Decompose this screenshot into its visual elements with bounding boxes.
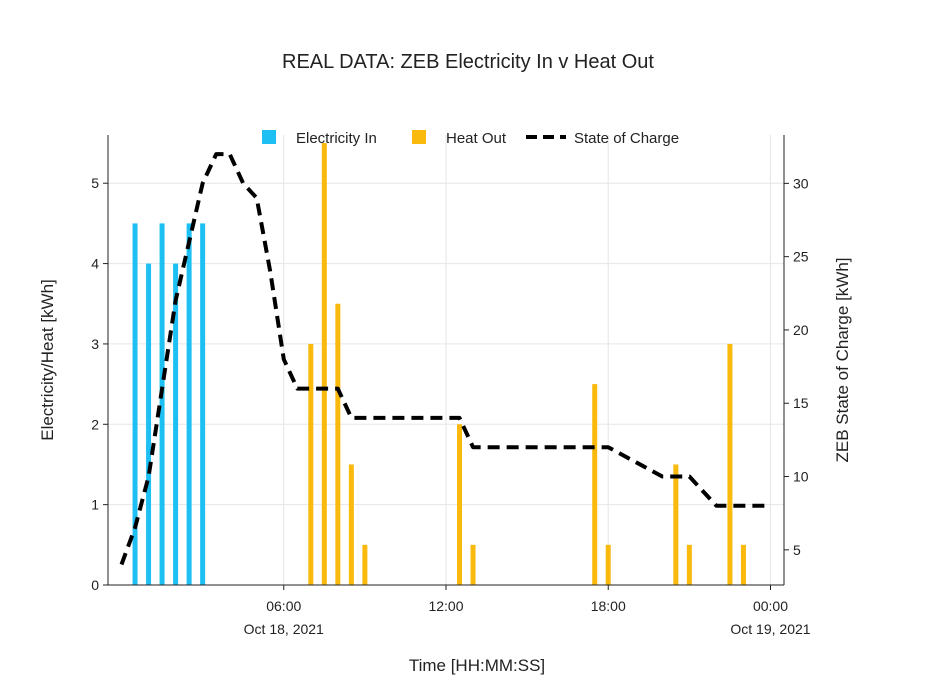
bar: [132, 223, 138, 585]
bar: [592, 384, 598, 585]
x-tick-label: 18:00: [591, 598, 626, 614]
legend-item: Electricity In: [262, 130, 377, 147]
chart-title: REAL DATA: ZEB Electricity In v Heat Out: [282, 51, 654, 73]
legend-swatch: [262, 130, 276, 144]
heat-out-bars: [308, 143, 746, 586]
x-axis-label: Time [HH:MM:SS]: [409, 656, 545, 675]
legend-item: Heat Out: [412, 130, 507, 147]
x-tick-date-label: Oct 18, 2021: [244, 621, 324, 637]
bar: [605, 544, 611, 585]
bar: [348, 464, 354, 585]
x-tick-label: 12:00: [428, 598, 463, 614]
y2-axis-label: ZEB State of Charge [kWh]: [833, 257, 852, 462]
x-tick-date-label: Oct 19, 2021: [730, 621, 810, 637]
bar: [159, 223, 165, 585]
bar: [673, 464, 679, 585]
electricity-in-bars: [132, 223, 206, 585]
bar: [457, 424, 463, 585]
bar: [362, 544, 368, 585]
bar: [321, 143, 327, 586]
grid-lines: [108, 135, 784, 586]
x-tick-label: 00:00: [753, 598, 788, 614]
y2-tick-label: 15: [793, 395, 809, 411]
bar: [727, 343, 733, 585]
left-axis-ticks: 0 1 2 3 4 5: [91, 175, 108, 593]
y-tick-label: 1: [91, 497, 99, 513]
y-tick-label: 3: [91, 336, 99, 352]
y2-tick-label: 30: [793, 175, 809, 191]
y2-tick-label: 5: [793, 542, 801, 558]
y2-tick-label: 25: [793, 249, 809, 265]
y-axis-label: Electricity/Heat [kWh]: [38, 279, 57, 441]
y2-tick-label: 10: [793, 469, 809, 485]
legend: Electricity In Heat Out State of Charge: [262, 130, 679, 147]
x-tick-label: 06:00: [266, 598, 301, 614]
y-tick-label: 4: [91, 256, 99, 272]
bar: [173, 263, 179, 585]
legend-label: State of Charge: [574, 130, 679, 147]
state-of-charge-line-group: [119, 152, 771, 566]
legend-swatch: [412, 130, 426, 144]
legend-item: State of Charge: [526, 130, 679, 147]
bar: [686, 544, 692, 585]
y2-tick-label: 20: [793, 322, 809, 338]
legend-label: Heat Out: [446, 130, 507, 147]
legend-label: Electricity In: [296, 130, 377, 147]
y-tick-label: 2: [91, 416, 99, 432]
bar: [146, 263, 152, 585]
bar: [335, 303, 341, 585]
bar: [740, 544, 746, 585]
state-of-charge-line: [119, 152, 771, 566]
bar: [308, 343, 314, 585]
x-axis-ticks: 06:00 Oct 18, 2021 12:00 18:00 00:00 Oct 19, …: [244, 585, 811, 637]
y-tick-label: 5: [91, 175, 99, 191]
y-tick-label: 0: [91, 577, 99, 593]
bar: [186, 223, 192, 585]
bar: [200, 223, 206, 585]
right-axis-ticks: 5 10 15 20 25 30: [784, 175, 809, 558]
bar: [470, 544, 476, 585]
